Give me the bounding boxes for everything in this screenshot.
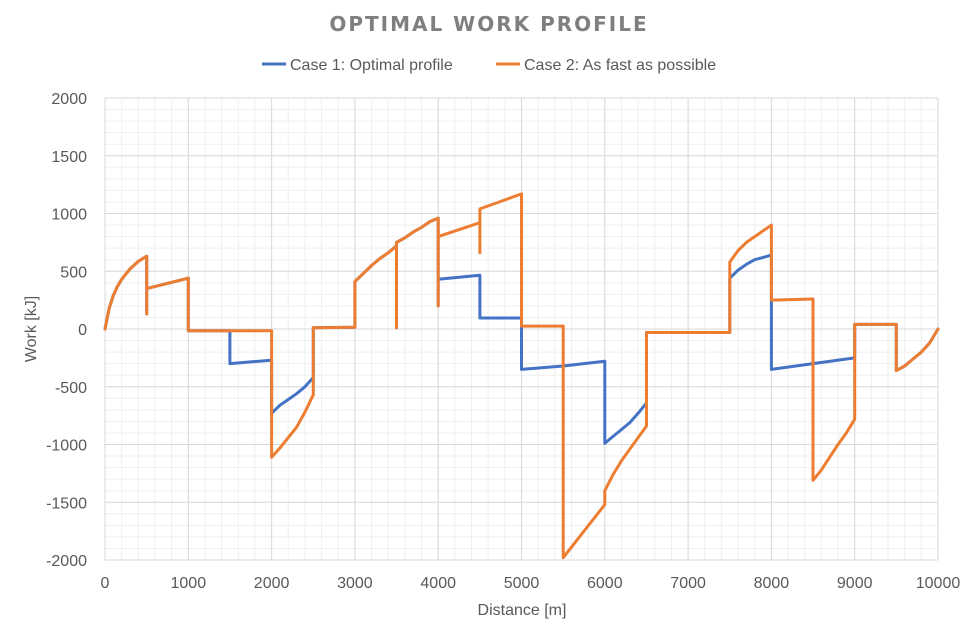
chart-title: OPTIMAL WORK PROFILE bbox=[329, 12, 648, 36]
x-tick-label: 0 bbox=[101, 575, 110, 592]
legend-label-1: Case 1: Optimal profile bbox=[290, 57, 453, 74]
x-tick-label: 7000 bbox=[670, 575, 706, 592]
y-tick-label: -1000 bbox=[46, 438, 87, 455]
legend: Case 1: Optimal profile Case 2: As fast a… bbox=[262, 57, 716, 74]
x-tick-label: 10000 bbox=[916, 575, 961, 592]
x-tick-label: 5000 bbox=[504, 575, 540, 592]
x-tick-label: 1000 bbox=[171, 575, 207, 592]
y-tick-label: 1500 bbox=[51, 149, 87, 166]
y-tick-label: -2000 bbox=[46, 553, 87, 570]
y-tick-labels: -2000 -1500 -1000 -500 0 500 1000 1500 2000 bbox=[46, 91, 87, 570]
x-axis-label: Distance [m] bbox=[478, 602, 567, 619]
y-tick-label: -1500 bbox=[46, 495, 87, 512]
legend-label-2: Case 2: As fast as possible bbox=[524, 57, 716, 74]
y-tick-label: 500 bbox=[60, 264, 87, 281]
series-line-2 bbox=[103, 192, 940, 560]
y-tick-label: 1000 bbox=[51, 207, 87, 224]
y-tick-label: -500 bbox=[55, 380, 87, 397]
x-tick-label: 4000 bbox=[420, 575, 456, 592]
x-tick-label: 6000 bbox=[587, 575, 623, 592]
x-tick-labels: 0 1000 2000 3000 4000 5000 6000 7000 8000 9000 100… bbox=[101, 575, 961, 592]
series-layer bbox=[103, 192, 940, 560]
x-tick-label: 8000 bbox=[754, 575, 790, 592]
y-axis-label: Work [kJ] bbox=[23, 296, 40, 362]
x-tick-label: 3000 bbox=[337, 575, 373, 592]
y-tick-label: 0 bbox=[78, 322, 87, 339]
y-tick-label: 2000 bbox=[51, 91, 87, 108]
x-tick-label: 9000 bbox=[837, 575, 873, 592]
x-tick-label: 2000 bbox=[254, 575, 290, 592]
